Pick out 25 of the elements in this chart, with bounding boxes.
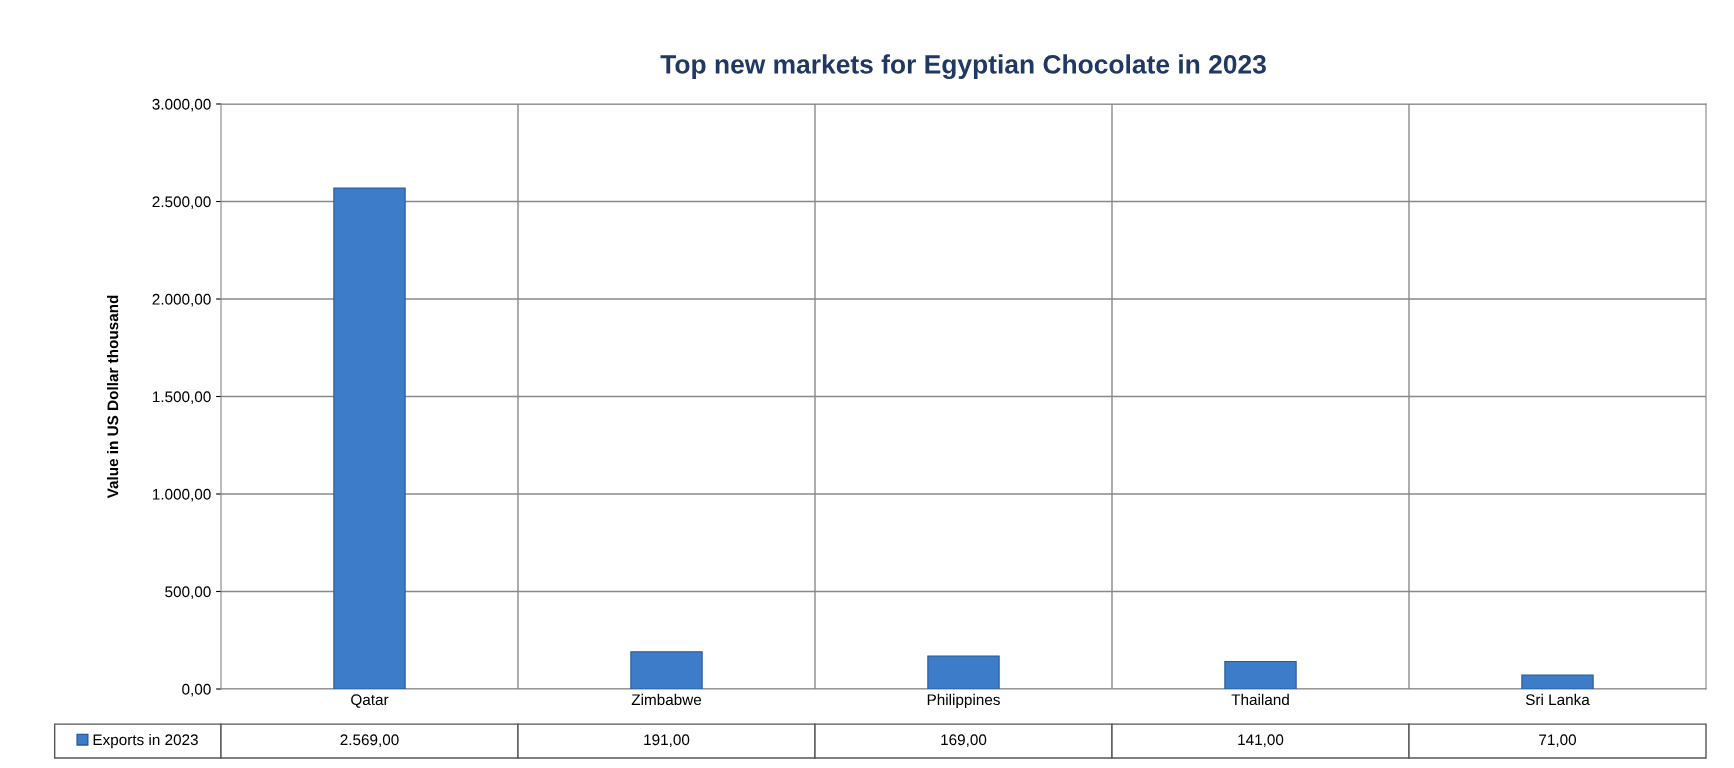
- bar: [333, 187, 406, 689]
- legend-label: Exports in 2023: [93, 733, 198, 749]
- x-tick-label: Zimbabwe: [631, 693, 702, 706]
- data-label: 71,00: [1539, 734, 1577, 747]
- y-axis-title: Value in US Dollar thousand: [107, 295, 119, 499]
- bar: [1521, 674, 1594, 689]
- y-tick-label: 1.500,00: [152, 391, 211, 404]
- y-tick-label: 2.500,00: [152, 196, 211, 209]
- y-tick-label: 3.000,00: [152, 98, 211, 112]
- bar: [927, 655, 1000, 689]
- chart-title: Top new markets for Egyptian Chocolate in 2023: [660, 54, 1266, 80]
- x-tick-label: Thailand: [1231, 693, 1289, 706]
- data-label: 2.569,00: [340, 734, 399, 747]
- y-tick-label: 0,00: [182, 683, 211, 697]
- data-label: 141,00: [1238, 734, 1284, 747]
- y-tick-label: 1.000,00: [152, 488, 211, 502]
- bar: [1224, 660, 1297, 689]
- x-tick-label: Qatar: [351, 694, 389, 708]
- x-tick-label: Philippines: [927, 693, 1000, 709]
- bar: [630, 651, 703, 689]
- y-tick-label: 500,00: [165, 586, 211, 599]
- y-tick-label: 2.000,00: [152, 293, 211, 307]
- data-label: 191,00: [644, 734, 690, 747]
- x-tick-label: Sri Lanka: [1525, 693, 1590, 706]
- data-label: 169,00: [941, 734, 987, 747]
